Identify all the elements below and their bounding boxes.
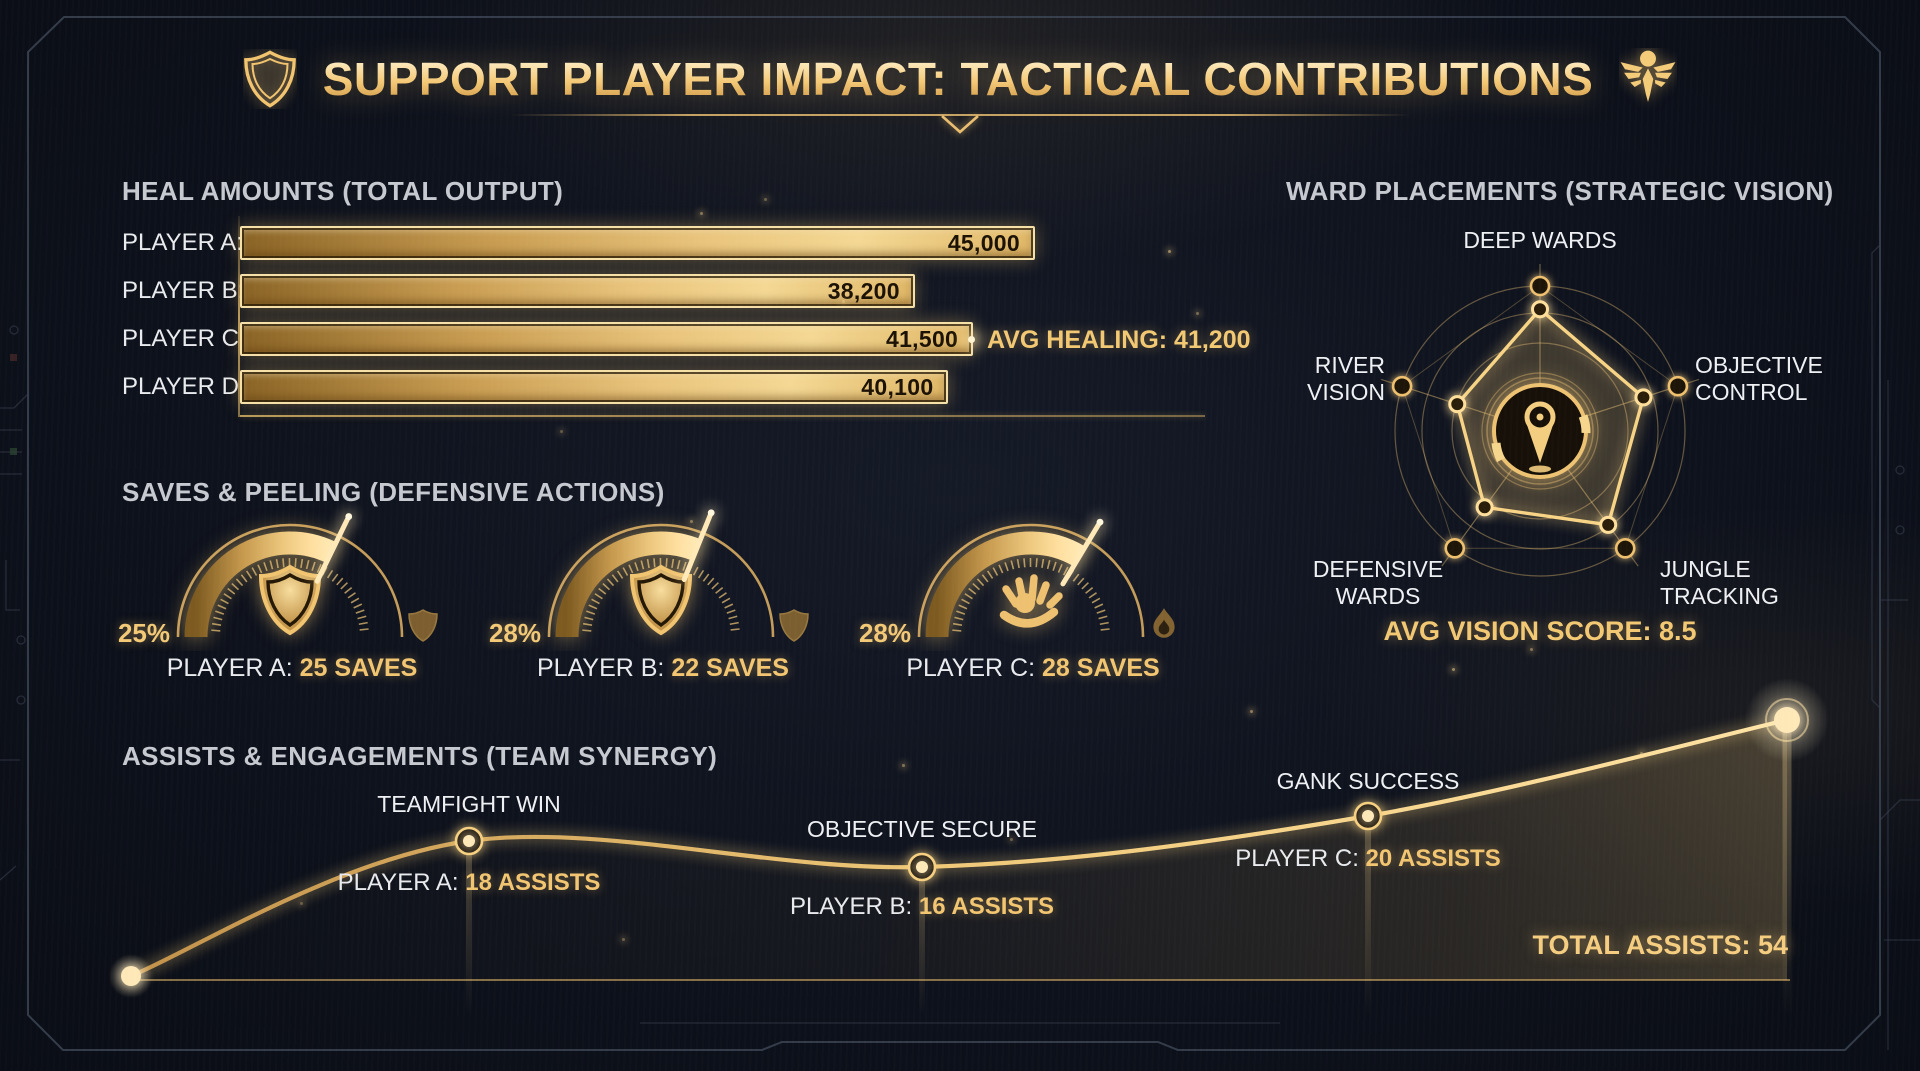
shield-icon — [243, 50, 296, 108]
saves-section-heading: SAVES & PEELING (DEFENSIVE ACTIONS) — [122, 477, 665, 507]
gauge-caption-player-c: PLAYER C: 28 SAVES — [843, 654, 1223, 683]
bar-value: 41,500 — [886, 325, 959, 352]
gauge-needle — [681, 510, 714, 583]
heal-bar-row: PLAYER B: 38,200 — [122, 274, 915, 308]
assists-value: 20 ASSISTS — [1365, 845, 1501, 872]
shield-small-icon — [779, 609, 809, 642]
bar-label: PLAYER D: — [122, 373, 246, 400]
heal-bar-row: PLAYER C: 41,500 — [122, 322, 974, 356]
bar-value: 40,100 — [861, 373, 934, 400]
title-divider — [510, 114, 1410, 134]
assists-player: PLAYER B: — [789, 893, 913, 920]
gauge-dial-player-c — [917, 518, 1145, 638]
gauge-dial-player-a — [176, 513, 404, 638]
light-pillar — [919, 867, 925, 1016]
line-start-point — [121, 966, 141, 986]
radar-axis-node — [1667, 375, 1689, 397]
radar-axis-node — [1391, 375, 1413, 397]
protect-hands-icon — [999, 574, 1063, 628]
assists-value: 16 ASSISTS — [918, 893, 1055, 920]
bar-label: PLAYER A: — [122, 229, 243, 256]
assists-player: PLAYER A: — [337, 869, 459, 896]
total-assists-label: TOTAL ASSISTS: 54 — [1532, 930, 1788, 960]
assists-section-heading: ASSISTS & ENGAGEMENTS (TEAM SYNERGY) — [122, 741, 718, 771]
line-end-point — [1774, 707, 1800, 733]
event-label: TEAMFIGHT WIN — [377, 791, 561, 817]
radar-axis-node — [1444, 538, 1466, 559]
assists-value: 18 ASSISTS — [465, 869, 601, 896]
radar-data-point — [1475, 498, 1494, 517]
heal-bar: 41,500 — [240, 322, 974, 356]
radar-data-point — [1599, 515, 1618, 534]
assists-label: PLAYER B: 16 ASSISTS — [790, 893, 1054, 921]
gauge-percent: 25% — [117, 618, 170, 648]
flame-icon — [1153, 608, 1175, 638]
radar-label-objective-control: OBJECTIVE CONTROL — [1695, 352, 1823, 405]
heal-bar-row: PLAYER A: 45,000 — [122, 226, 1035, 260]
assists-player: PLAYER C: — [1235, 845, 1359, 872]
gauge-percent: 28% — [488, 618, 541, 648]
gauge-dial-player-b — [547, 509, 775, 638]
shield-icon — [629, 564, 693, 636]
avg-sparkle — [968, 336, 975, 343]
gauge-player: PLAYER C: — [906, 654, 1036, 682]
circuit-decor-left — [0, 325, 29, 881]
ward-radar-chart — [1380, 264, 1700, 577]
radar-label-jungle-tracking: JUNGLE TRACKING — [1660, 556, 1779, 609]
radar-data-point — [1531, 300, 1549, 319]
avg-vision-label: AVG VISION SCORE: 8.5 — [1383, 616, 1697, 646]
radar-label-deep-wards: DEEP WARDS — [1463, 227, 1617, 253]
ward-section-heading: WARD PLACEMENTS (STRATEGIC VISION) — [1286, 176, 1834, 206]
gauge-caption-player-a: PLAYER A: 25 SAVES — [102, 654, 482, 683]
heal-section-heading: HEAL AMOUNTS (TOTAL OUTPUT) — [122, 176, 564, 206]
gauge-value: 28 SAVES — [1042, 654, 1160, 682]
bar-label: PLAYER B: — [122, 277, 245, 304]
gauge-caption-player-b: PLAYER B: 22 SAVES — [473, 654, 853, 683]
radar-label-defensive-wards: DEFENSIVE WARDS — [1312, 556, 1444, 609]
heal-bar: 40,100 — [240, 370, 949, 404]
assists-label: PLAYER A: 18 ASSISTS — [338, 869, 601, 897]
event-label: OBJECTIVE SECURE — [806, 816, 1038, 842]
assists-label: PLAYER C: 20 ASSISTS — [1235, 845, 1500, 873]
radar-axis-node — [1614, 538, 1636, 559]
radar-axis-node — [1529, 275, 1551, 297]
gauge-value: 22 SAVES — [671, 654, 789, 682]
light-pillar — [1782, 720, 1792, 1016]
gauge-percent: 28% — [858, 618, 911, 648]
light-pillar — [466, 841, 472, 1016]
ward-pin-icon — [1524, 401, 1556, 473]
line-area-fill — [131, 720, 1787, 980]
bar-value: 45,000 — [947, 229, 1020, 256]
heal-axis-baseline — [240, 415, 1205, 417]
shield-small-icon — [408, 609, 438, 642]
heal-bar: 38,200 — [240, 274, 915, 308]
heal-axis-vertical — [238, 216, 240, 417]
title-row: SUPPORT PLAYER IMPACT: TACTICAL CONTRIBU… — [0, 48, 1920, 110]
shield-icon — [258, 564, 322, 636]
gauge-needle — [314, 514, 352, 584]
event-label: GANK SUCCESS — [1276, 768, 1460, 794]
radar-data-point — [1634, 388, 1653, 407]
bar-label: PLAYER C: — [122, 325, 246, 352]
page-title: SUPPORT PLAYER IMPACT: TACTICAL CONTRIBU… — [322, 53, 1594, 105]
gauge-needle — [1060, 519, 1103, 587]
gauge-player: PLAYER A: — [166, 654, 293, 682]
heal-bar: 45,000 — [240, 226, 1035, 260]
winged-staff-icon — [1620, 50, 1676, 103]
radar-data-point — [1448, 395, 1467, 414]
avg-healing-label: AVG HEALING: 41,200 — [987, 326, 1251, 354]
light-pillar — [1365, 816, 1371, 1016]
radar-center-emblem — [1478, 369, 1602, 493]
gauge-value: 25 SAVES — [299, 654, 418, 682]
gauge-player: PLAYER B: — [537, 654, 665, 682]
circuit-decor-right — [1871, 244, 1920, 1050]
heal-bar-row: PLAYER D: 40,100 — [122, 370, 949, 404]
bar-value: 38,200 — [827, 277, 900, 304]
radar-label-river-vision: RIVER VISION — [1307, 352, 1385, 405]
